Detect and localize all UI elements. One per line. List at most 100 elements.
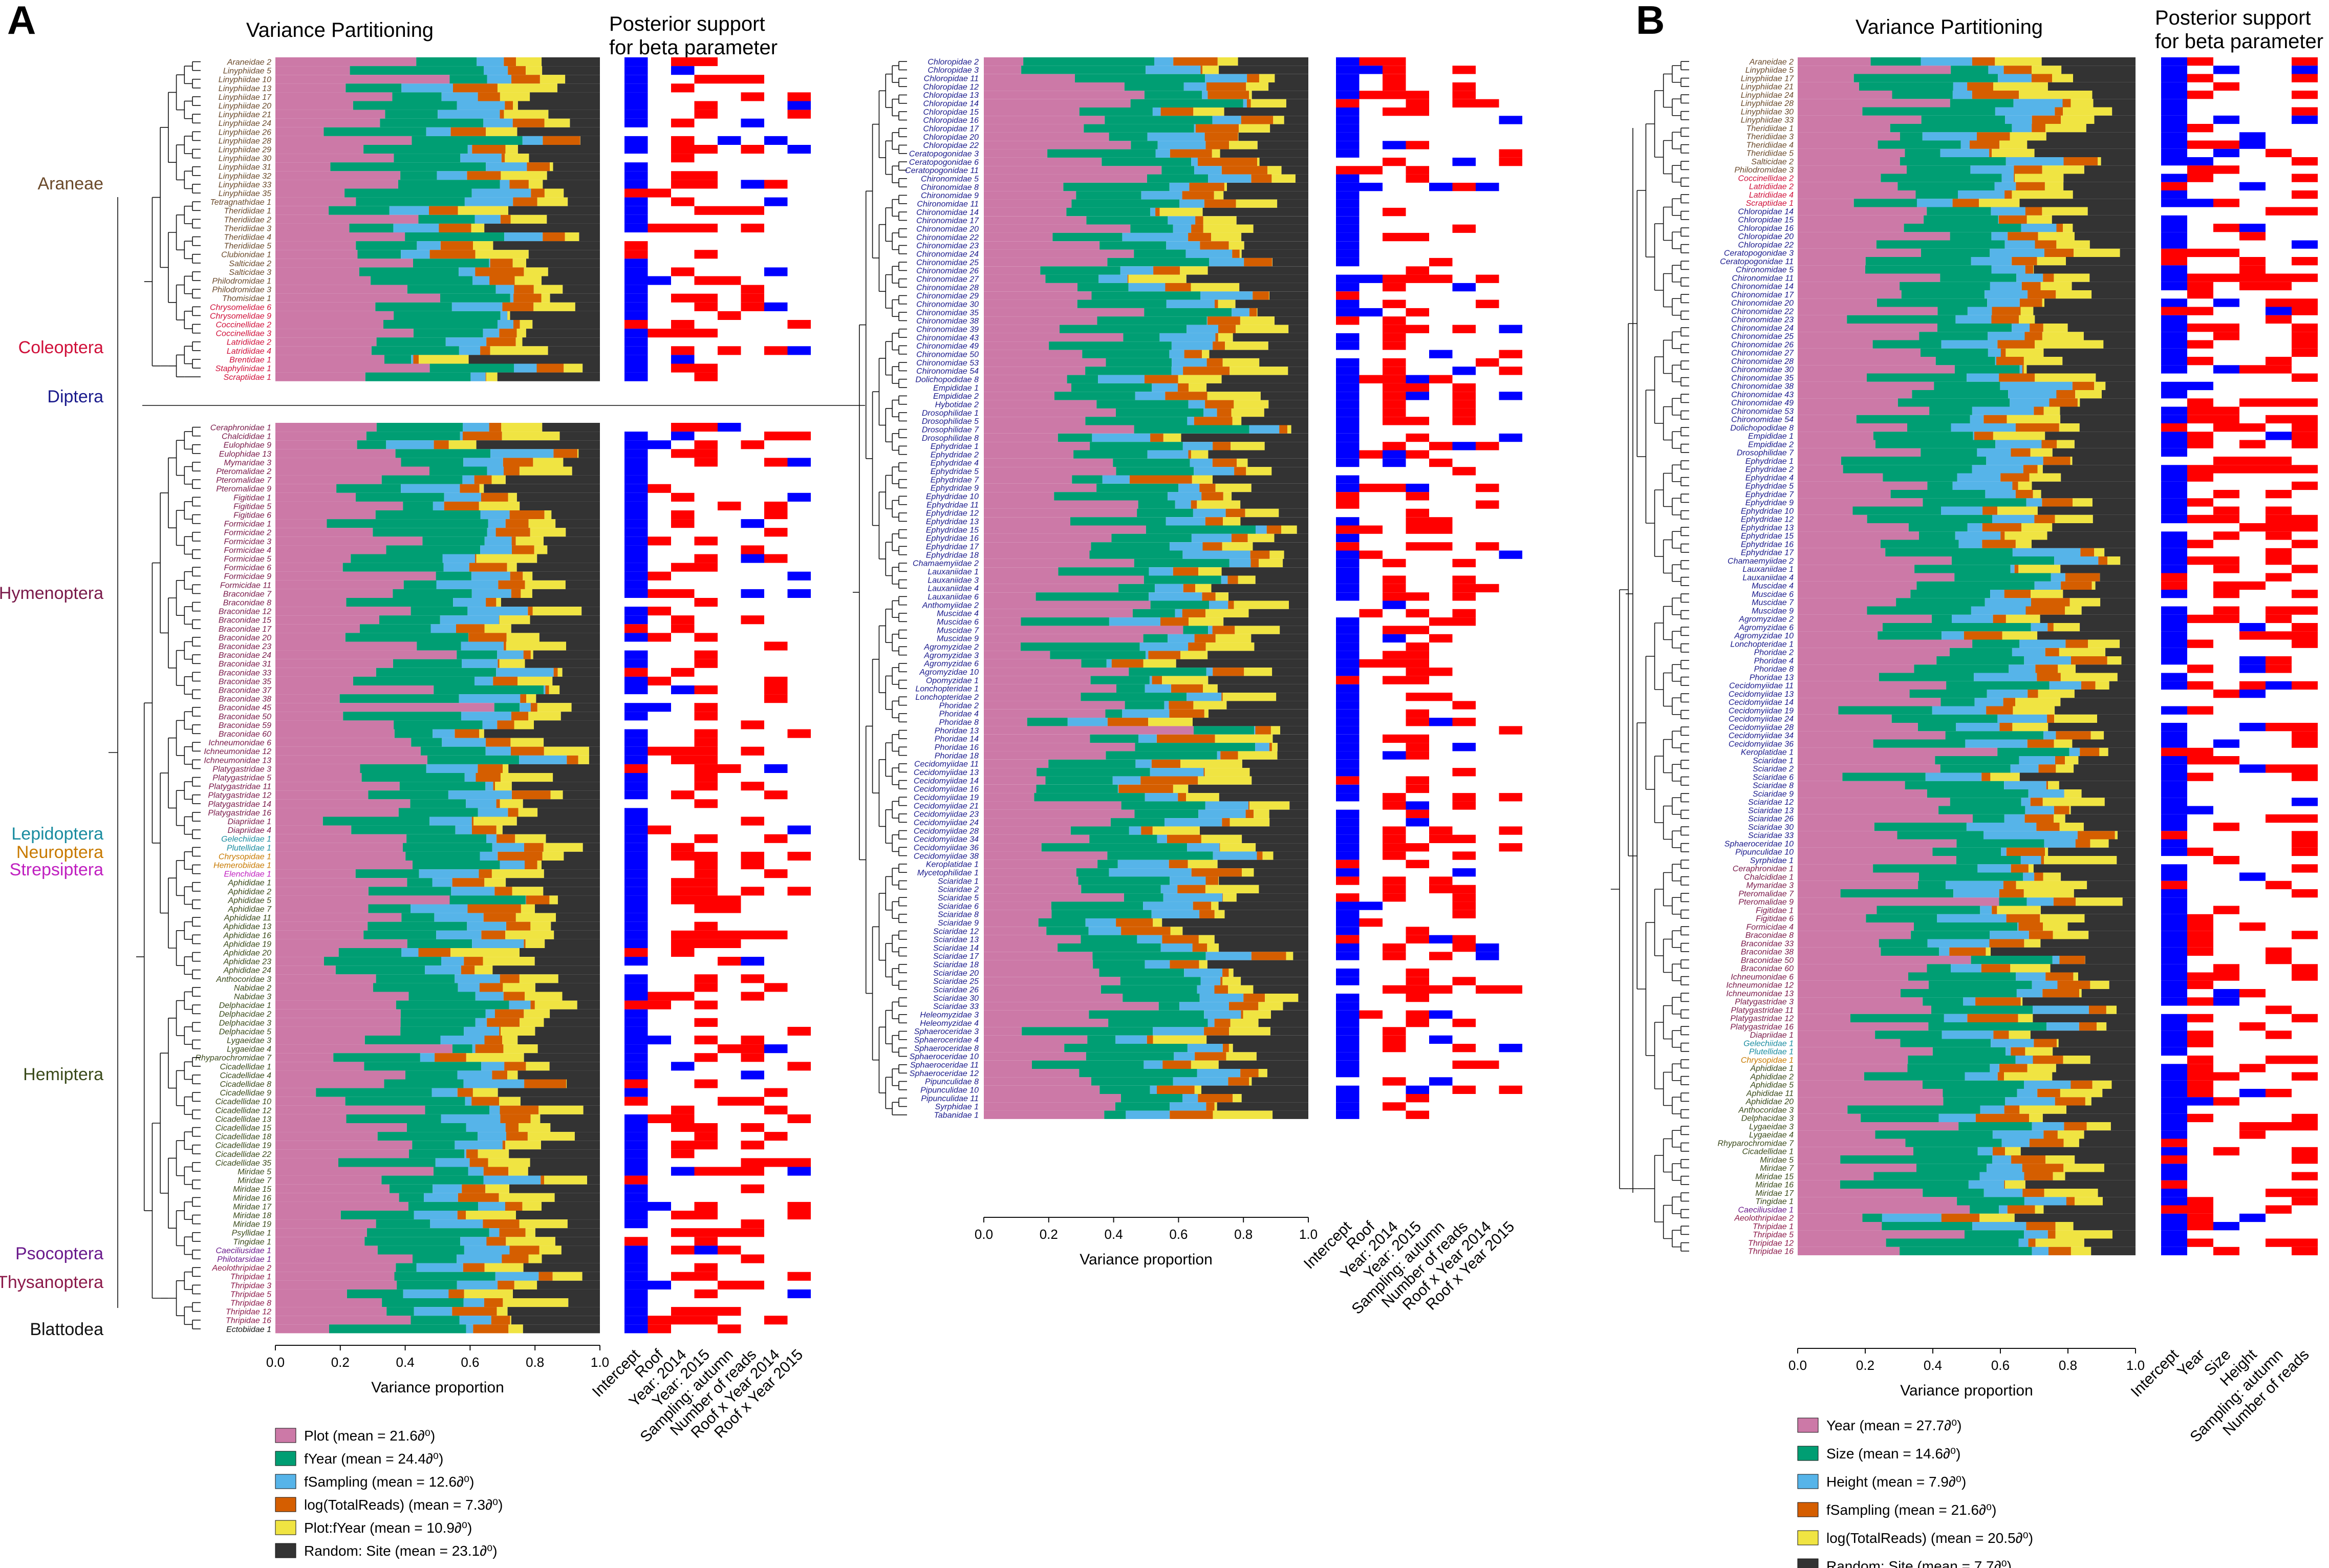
b-bar-95-green-segment	[1932, 847, 2001, 856]
a2-taxon-label: Phoridae 14	[935, 735, 979, 744]
a2-bar-63-green-segment	[1118, 584, 1155, 593]
b-bar-11-yellow-segment	[1992, 148, 2035, 158]
a1-support-cell	[764, 458, 788, 467]
a1-taxon-label: Pteromalidae 2	[216, 467, 271, 476]
a2-bar-74-orange-segment	[1152, 676, 1162, 684]
a-order-label-diptera: Diptera	[47, 387, 103, 406]
a2-bar-48-dark-segment	[1247, 458, 1308, 467]
a2-bar-76-pink-segment	[984, 693, 1081, 701]
a2-bar-63-pink-segment	[984, 584, 1119, 593]
a2-bar-29-pink-segment	[984, 299, 1077, 308]
a1-bar-34-pink-segment	[275, 720, 394, 729]
b-bar-106-orange-segment	[1989, 939, 2024, 948]
b-bar-79-green-segment	[1891, 714, 1998, 723]
a1-bar-84-green-segment	[338, 1158, 436, 1167]
a2-support-cell	[1406, 392, 1429, 400]
b-bar-71-green-segment	[1949, 648, 2012, 657]
a1-bar-29-green-segment	[353, 676, 475, 685]
a2-bar-115-yellow-segment	[1230, 1019, 1259, 1027]
a2-bar-72-dark-segment	[1176, 659, 1308, 668]
a1-bar-40-orange-segment	[476, 773, 501, 782]
a1-bar-17-pink-segment	[275, 571, 436, 581]
a2-support-cell	[1336, 1069, 1360, 1078]
a2-support-cell	[1336, 994, 1360, 1002]
b-taxon-label: Rhyparochromidae 7	[1717, 1139, 1794, 1148]
a1-support-cell	[787, 346, 811, 355]
a1-bar-32-pink-segment	[275, 703, 494, 712]
b-bar-25-green-segment	[1865, 265, 1992, 274]
b-bar-22-pink-segment	[1798, 240, 1877, 249]
a1-bar-29-pink-segment	[275, 676, 353, 685]
b-support-cell	[2266, 531, 2292, 540]
a1-support-cell	[624, 1254, 648, 1263]
a2-bar-57-dark-segment	[1274, 533, 1308, 543]
b-bar-109-blue-segment	[1951, 964, 1981, 973]
a2-support-cell	[1476, 99, 1499, 108]
a2-support-cell	[1406, 642, 1429, 651]
a2-support-cell	[1383, 408, 1406, 417]
a1-bar-51-yellow-segment	[491, 869, 544, 878]
a2-bar-103-green-segment	[1038, 918, 1086, 927]
a2-bar-61-dark-segment	[1221, 567, 1308, 576]
a1-bar-99-blue-segment	[403, 1289, 449, 1298]
a2-support-cell	[1406, 308, 1429, 317]
b-support-cell	[2161, 498, 2187, 507]
b-bar-82-green-segment	[1873, 739, 1966, 748]
b-bar-103-dark-segment	[2084, 914, 2136, 923]
a2-bar-96-blue-segment	[1117, 860, 1169, 868]
b-bar-5-pink-segment	[1798, 99, 1950, 108]
a1-support-cell	[694, 861, 718, 870]
a1-support-cell	[624, 293, 648, 303]
a2-bar-115-pink-segment	[984, 1019, 1109, 1027]
b-support-cell	[2187, 307, 2213, 315]
b-bar-21-yellow-segment	[2038, 232, 2075, 241]
a2-bar-126-green-segment	[1104, 1110, 1126, 1119]
a2-support-cell	[1499, 550, 1522, 559]
b-support-cell	[2292, 723, 2318, 732]
a2-bar-99-green-segment	[1081, 885, 1161, 893]
a2-bar-46-yellow-segment	[1231, 442, 1265, 450]
a2-support-cell	[1406, 483, 1429, 492]
a1-bar-28-pink-segment	[275, 668, 376, 677]
a1-support-cell	[787, 432, 811, 441]
b-bar-29-yellow-segment	[2042, 298, 2045, 307]
b-support-cell	[2239, 1064, 2266, 1072]
a2-bar-102-green-segment	[1051, 910, 1152, 918]
a1-taxon-label: Cicadellidae 10	[215, 1098, 272, 1106]
a1-support-cell	[694, 895, 718, 905]
b-bar-24-blue-segment	[1971, 257, 2012, 266]
a2-support-cell	[1383, 600, 1406, 609]
b-support-cell	[2266, 947, 2292, 956]
a2-bar-47-dark-segment	[1208, 450, 1308, 459]
b-bar-130-green-segment	[1905, 1139, 2002, 1147]
a1-bar-101-green-segment	[386, 1307, 414, 1316]
a1-bar-94-pink-segment	[275, 1245, 378, 1255]
b-taxon-label: Platygastridae 11	[1731, 1006, 1794, 1015]
b-support-cell	[2187, 432, 2213, 440]
b-support-cell	[2187, 1039, 2213, 1047]
b-bar-124-pink-segment	[1798, 1089, 1943, 1098]
b-bar-42-pink-segment	[1798, 406, 1930, 415]
a1-bar-33-dark-segment	[548, 346, 600, 355]
b-bar-93-orange-segment	[2077, 831, 2115, 840]
b-bar-141-dark-segment	[2112, 1230, 2136, 1239]
a2-support-cell	[1336, 826, 1360, 835]
a2-bar-68-yellow-segment	[1235, 626, 1280, 634]
a1-support-cell	[787, 1114, 811, 1123]
a2-bar-89-yellow-segment	[1249, 801, 1290, 810]
a2-bar-111-yellow-segment	[1228, 985, 1254, 994]
a2-support-cell	[1383, 367, 1406, 375]
a2-support-cell	[1383, 592, 1406, 601]
b-bar-75-pink-segment	[1798, 681, 1947, 690]
a2-bar-42-yellow-segment	[1231, 408, 1264, 417]
a1-support-cell	[671, 939, 695, 948]
b-bar-45-pink-segment	[1798, 432, 1873, 440]
a2-bar-119-pink-segment	[984, 1052, 1086, 1061]
a2-support-cell	[1336, 910, 1360, 918]
a2-support-cell	[1336, 108, 1360, 116]
b-bar-7-yellow-segment	[2061, 115, 2095, 124]
a1-support-cell	[624, 1053, 648, 1062]
a1-bar-56-pink-segment	[275, 913, 402, 922]
b-bar-5-yellow-segment	[2071, 99, 2094, 108]
b-support-cell	[2292, 1197, 2318, 1206]
